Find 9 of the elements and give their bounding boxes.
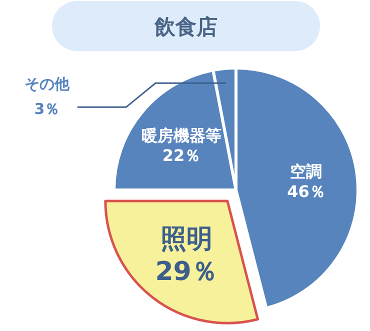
data-label: 46％ [287,182,326,202]
data-label: 29％ [155,257,218,288]
slice-label: その他 [24,75,70,94]
slice-label: 照明 [160,224,212,255]
data-label: 22％ [162,146,201,165]
slice-label: 空調 [290,162,322,182]
slice-label: 暖房機器等 [141,126,222,145]
chart-title: 飲食店 [154,15,218,39]
data-label: 3％ [34,100,60,118]
